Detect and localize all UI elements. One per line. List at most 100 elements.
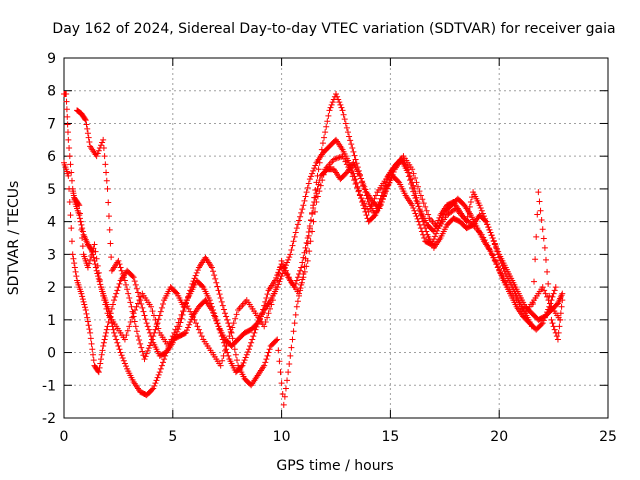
data-point [336,154,343,161]
series-trace-d [71,153,564,369]
data-point [556,323,563,330]
data-point [233,357,240,364]
data-point [414,200,421,207]
data-point [293,303,300,310]
plot-frame [63,57,609,419]
data-point [261,302,268,309]
data-point [266,305,273,312]
data-point [114,339,121,346]
data-point [544,293,551,300]
data-point [229,335,236,342]
data-point [362,203,369,210]
data-point [224,338,231,345]
data-point [307,238,314,245]
data-point [187,319,194,325]
data-point [133,303,140,310]
data-point [211,272,218,279]
data-point [495,251,502,258]
data-point [300,202,307,209]
data-point [207,300,214,307]
data-point [338,104,345,111]
data-point [87,256,94,263]
data-point [425,211,432,218]
data-point [78,290,85,297]
data-point [90,245,97,252]
data-point [97,356,104,363]
data-point [89,346,96,353]
data-point [498,260,505,267]
data-point [312,162,319,169]
data-point [253,323,260,330]
data-point [532,256,539,263]
data-point [136,337,143,343]
data-point [102,333,109,340]
data-point [213,279,220,286]
data-point [113,336,120,343]
data-point [539,226,546,233]
data-point [476,202,483,209]
data-point [266,346,273,353]
data-point [291,320,298,327]
data-point [412,175,419,181]
data-point [91,241,98,248]
data-point [355,188,362,195]
data-point [487,248,494,255]
y-tick-label: 8 [47,84,56,100]
data-point [243,351,250,358]
data-point [115,343,122,349]
data-point [290,328,297,335]
data-point [84,264,91,271]
data-point [115,257,122,264]
data-point [123,363,130,370]
data-point [285,256,292,263]
data-point [150,333,157,340]
data-point [95,269,102,276]
data-point [365,208,372,215]
data-point [65,172,72,179]
data-point [75,201,82,208]
data-point [297,267,304,274]
data-point [329,99,336,106]
data-point [137,340,144,347]
data-point [304,257,311,264]
data-point [342,158,349,165]
data-point [95,273,102,280]
data-point [66,145,73,151]
data-point [342,120,349,127]
data-point [82,307,89,313]
data-point [108,305,115,312]
data-point [536,198,543,205]
data-point [413,179,420,186]
data-point [160,301,167,307]
data-point [67,161,74,168]
data-point [84,130,91,137]
data-point [111,329,118,336]
data-point [488,232,495,239]
data-point [97,284,104,291]
data-point [333,91,339,97]
data-point [367,205,374,212]
data-point [410,188,417,195]
data-point [118,352,125,359]
data-point [537,207,544,214]
data-point [534,211,541,218]
data-point [296,290,303,297]
data-point [145,345,152,352]
data-point [156,369,163,376]
data-point [131,318,138,325]
data-point [557,316,564,323]
data-point [557,310,564,317]
data-point [281,393,288,400]
data-point [82,117,89,124]
data-point [198,333,205,340]
data-point [223,343,230,349]
data-point [300,254,307,261]
data-point [76,210,83,217]
data-point [484,242,491,249]
data-point [220,306,227,313]
data-point [148,339,155,346]
data-point [275,281,282,288]
data-point [72,268,79,275]
data-point [419,196,426,203]
